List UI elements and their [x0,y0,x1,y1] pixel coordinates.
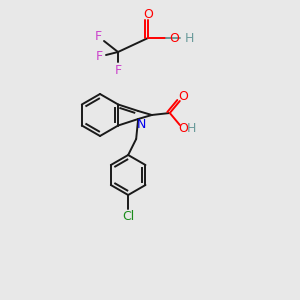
Text: O: O [178,122,188,134]
Text: F: F [95,50,103,62]
Text: Cl: Cl [122,209,134,223]
Text: N: N [136,118,146,130]
Text: H: H [187,122,196,134]
Text: F: F [114,64,122,77]
Text: H: H [185,32,194,44]
Text: O: O [169,32,179,44]
Text: O: O [178,91,188,103]
Text: F: F [94,31,102,44]
Text: O: O [143,8,153,20]
